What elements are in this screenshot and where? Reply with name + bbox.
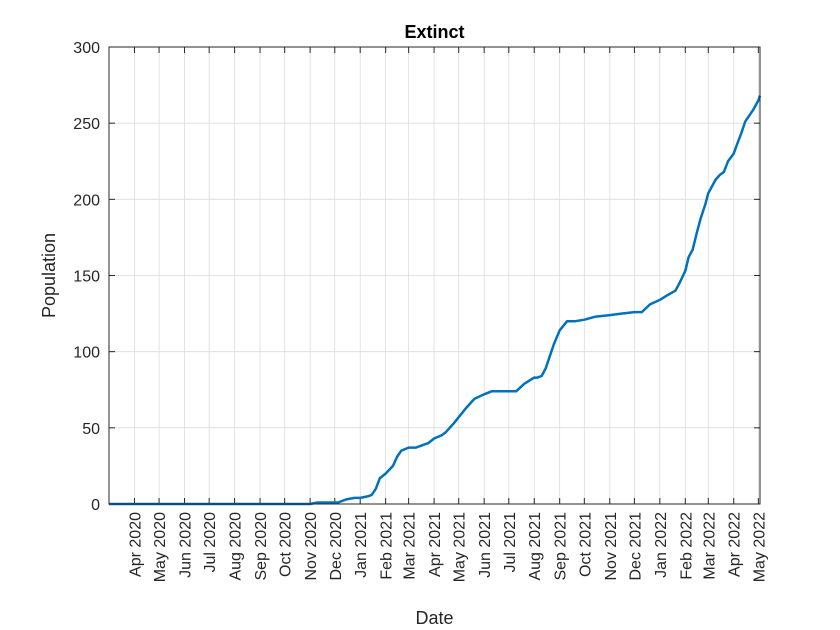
y-tick-label: 200 <box>73 192 100 209</box>
x-tick-label: Mar 2022 <box>701 512 718 580</box>
x-tick-label: May 2022 <box>751 512 768 582</box>
y-tick-label: 50 <box>82 421 100 438</box>
x-tick-label: Jul 2020 <box>202 512 219 573</box>
x-tick-label: Oct 2020 <box>278 512 295 577</box>
x-tick-label: Dec 2021 <box>627 512 644 581</box>
y-tick-labels: 0 50 100 150 200 250 300 <box>73 40 100 514</box>
x-axis-title: Date <box>415 608 453 628</box>
series-line <box>109 95 762 506</box>
x-tick-label: May 2020 <box>152 512 169 582</box>
y-tick-label: 250 <box>73 116 100 133</box>
grid-lines <box>109 46 760 505</box>
plot-frame <box>108 46 761 505</box>
x-tick-label: Jun 2020 <box>178 512 195 578</box>
x-tick-label: May 2021 <box>452 512 469 582</box>
x-tick-label: Oct 2021 <box>577 512 594 577</box>
y-tick-label: 150 <box>73 269 100 286</box>
y-axis-title: Population <box>39 233 59 318</box>
x-tick-label: Dec 2020 <box>328 512 345 581</box>
x-tick-label: Apr 2021 <box>427 512 444 577</box>
x-tick-label: Mar 2021 <box>402 512 419 580</box>
x-tick-label: Feb 2021 <box>379 512 396 580</box>
x-tick-label: Apr 2022 <box>727 512 744 577</box>
x-tick-label: Jan 2022 <box>653 512 670 578</box>
x-tick-label: Apr 2020 <box>127 512 144 577</box>
y-tick-label: 0 <box>91 497 100 514</box>
x-tick-label: Feb 2022 <box>678 512 695 580</box>
x-tick-label: Nov 2021 <box>603 512 620 581</box>
x-tick-label: Jul 2021 <box>502 512 519 573</box>
x-tick-label: Aug 2020 <box>228 512 245 581</box>
y-tick-label: 100 <box>73 345 100 362</box>
x-tick-label: Jun 2021 <box>477 512 494 578</box>
x-tick-label: Sep 2021 <box>553 512 570 581</box>
x-tick-label: Jan 2021 <box>353 512 370 578</box>
chart-title: Extinct <box>404 22 464 42</box>
y-tick-label: 300 <box>73 40 100 57</box>
x-tick-labels: Apr 2020 May 2020 Jun 2020 Jul 2020 Aug 2020… <box>127 512 768 582</box>
x-tick-label: Aug 2021 <box>527 512 544 581</box>
x-tick-label: Nov 2020 <box>303 512 320 581</box>
x-tick-label: Sep 2020 <box>253 512 270 581</box>
